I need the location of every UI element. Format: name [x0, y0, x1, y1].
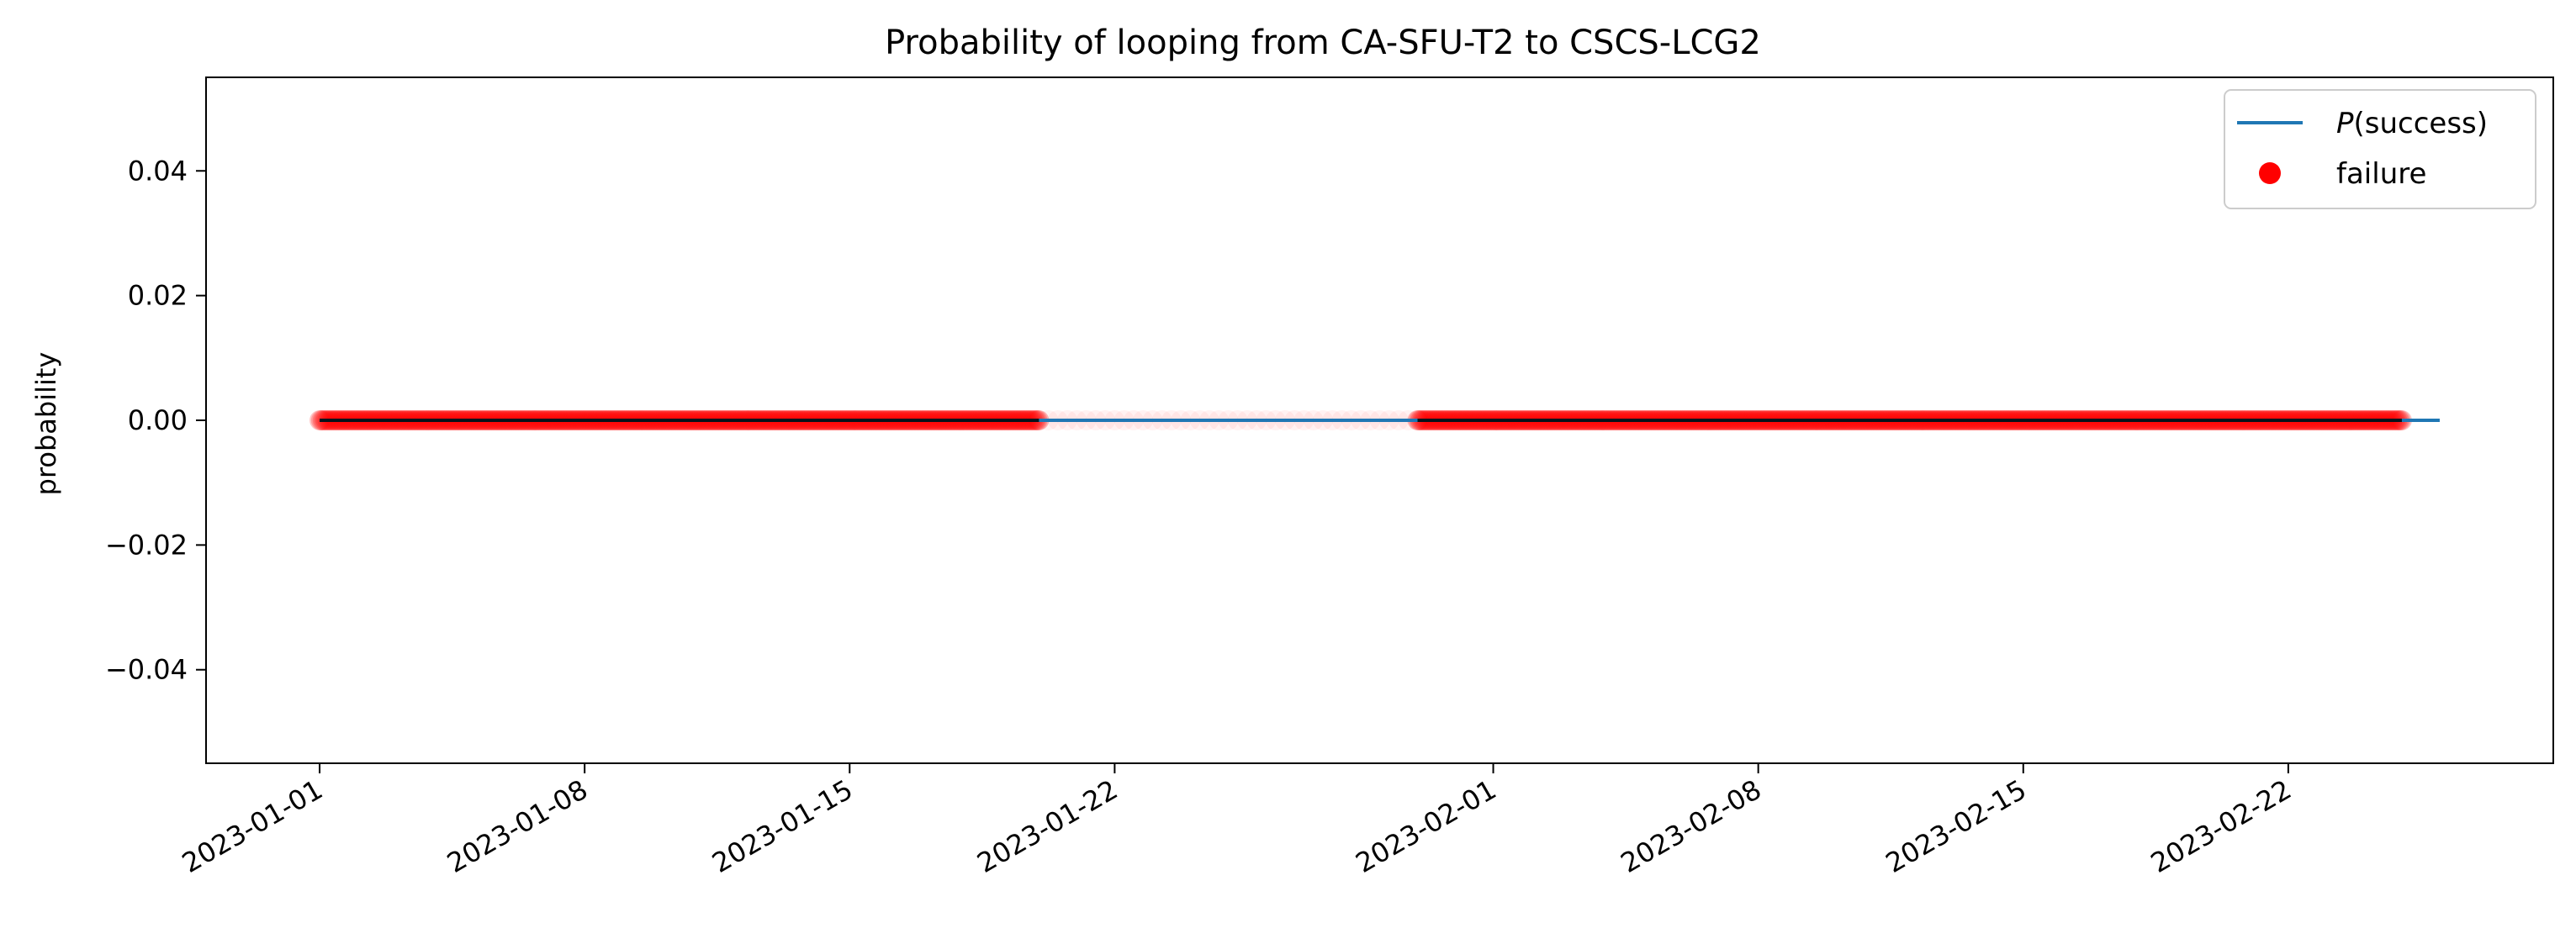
legend-label-success-suffix: (success) [2354, 107, 2489, 140]
y-tick-label: 0.02 [128, 280, 188, 312]
y-axis-label: probability [30, 352, 62, 496]
legend-label-success-symbol: P [2336, 107, 2354, 140]
y-tick-label: −0.04 [105, 654, 188, 686]
legend-box [2224, 89, 2536, 209]
y-tick-label: 0.04 [128, 155, 188, 187]
y-axis-ticks: 0.04 0.02 0.00 −0.02 −0.04 [105, 155, 206, 686]
y-tick-label: −0.02 [105, 529, 188, 561]
legend: P(success) failure [2224, 89, 2536, 209]
legend-label-failure: failure [2336, 157, 2426, 191]
legend-label-success: P(success) [2336, 107, 2488, 140]
chart-title: Probability of looping from CA-SFU-T2 to… [885, 24, 1761, 62]
plot-area [309, 410, 2440, 430]
plot-frame [205, 76, 2554, 764]
y-tick-label: 0.00 [128, 404, 188, 436]
legend-swatch-failure [2259, 162, 2281, 184]
